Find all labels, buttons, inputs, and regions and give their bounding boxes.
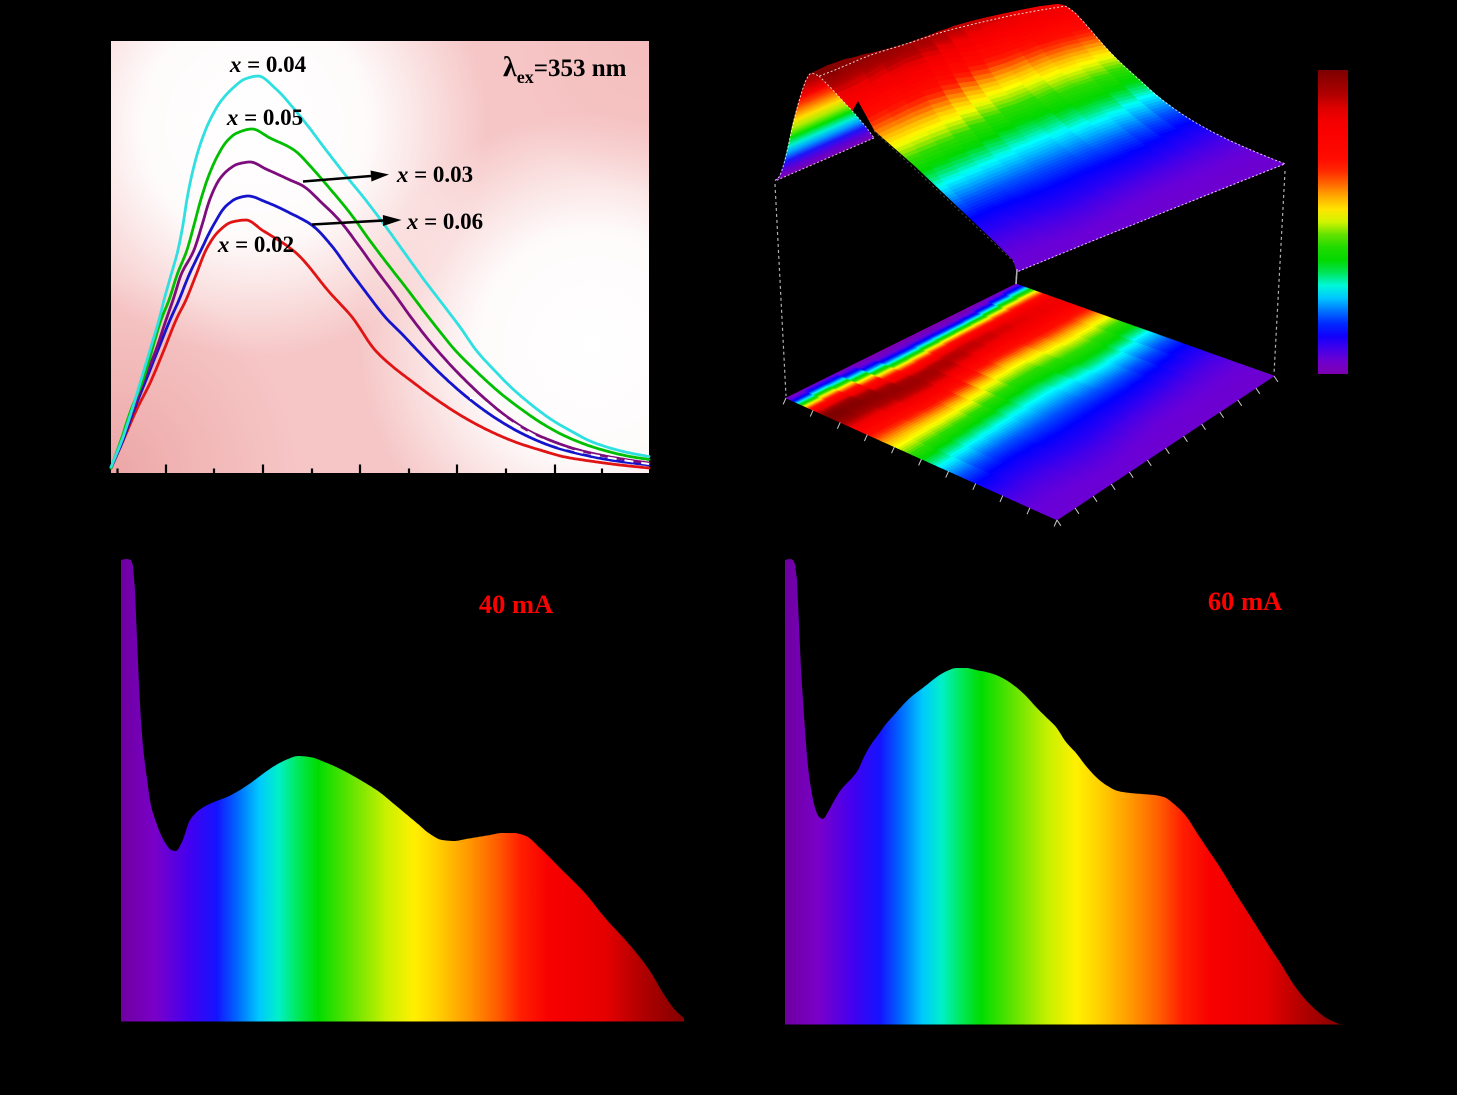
svg-text:40 mA: 40 mA: [479, 589, 553, 619]
svg-text:60 mA: 60 mA: [1208, 586, 1282, 616]
svg-text:x = 0.04: x = 0.04: [229, 52, 307, 77]
svg-text:x = 0.03: x = 0.03: [396, 162, 473, 187]
svg-text:x = 0.05: x = 0.05: [226, 105, 303, 130]
svg-text:x = 0.06: x = 0.06: [406, 209, 483, 234]
svg-text:x = 0.02: x = 0.02: [217, 232, 294, 257]
